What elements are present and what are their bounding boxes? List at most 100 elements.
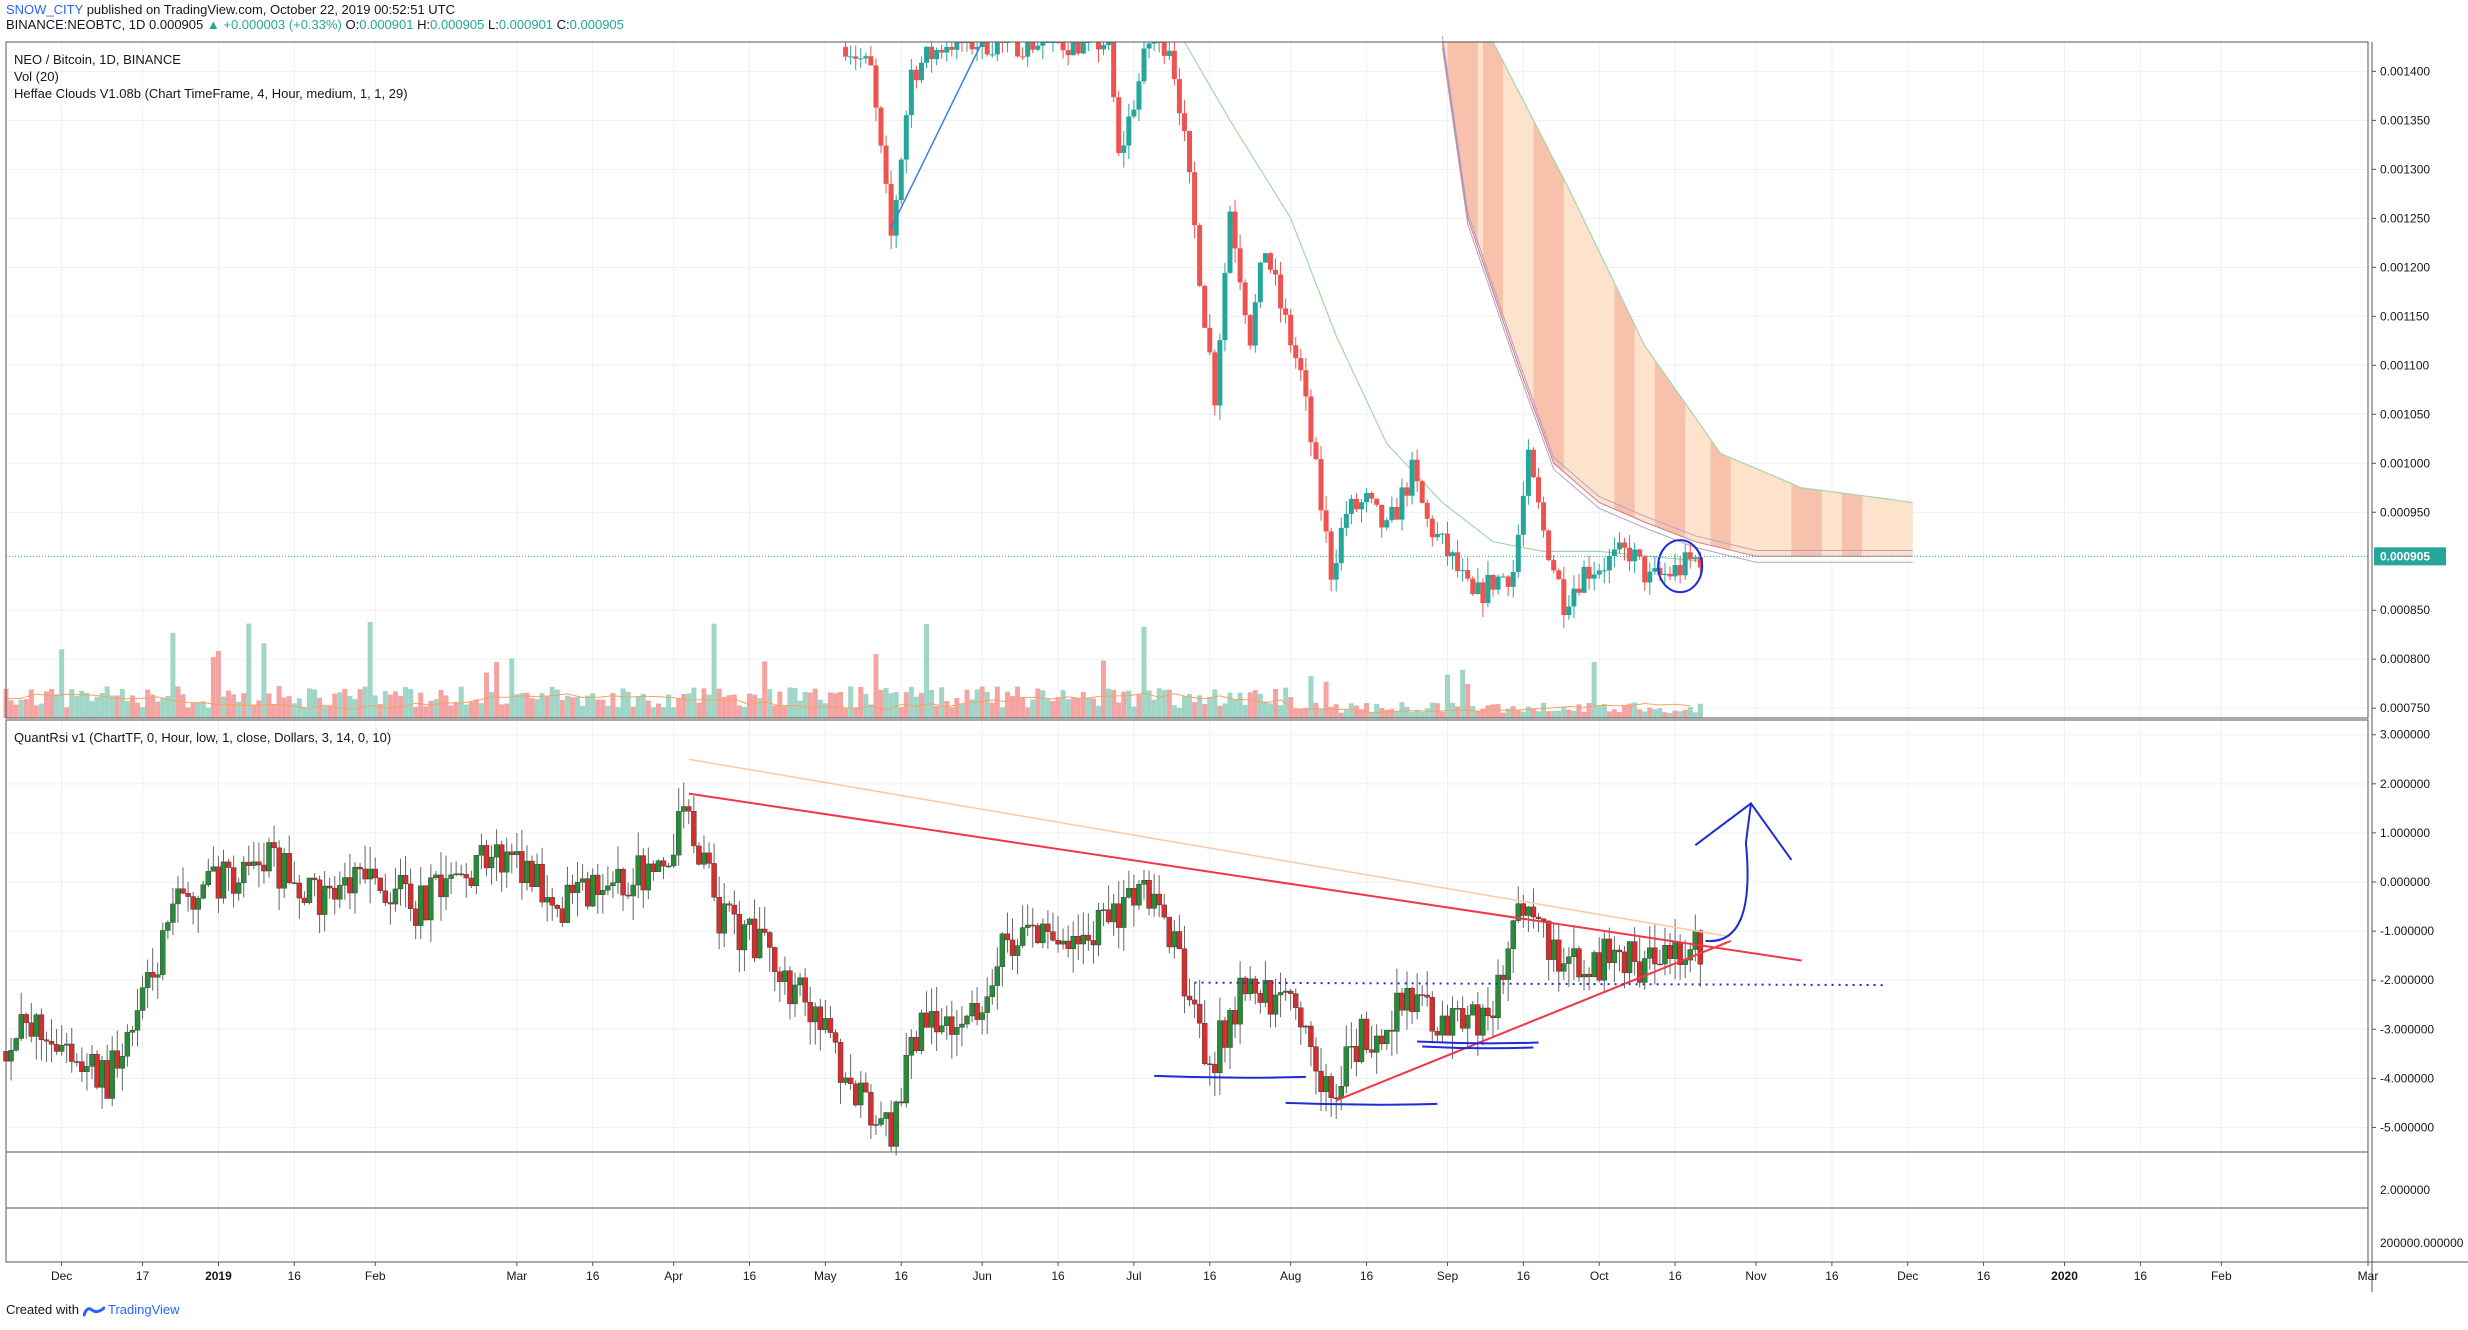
rsi-candle xyxy=(645,863,652,891)
volume-bar xyxy=(1591,661,1597,718)
rsi-candle xyxy=(605,885,611,891)
rsi-candle xyxy=(1277,992,1284,996)
volume-bar xyxy=(736,705,742,718)
volume-bar xyxy=(185,707,191,718)
price-candle xyxy=(848,56,854,58)
volume-bar xyxy=(787,687,793,718)
rsi-candle xyxy=(938,1025,945,1033)
price-candle xyxy=(1429,518,1435,538)
volume-bar xyxy=(114,695,120,718)
volume-bar xyxy=(1187,694,1193,718)
x-tick-label: 2020 xyxy=(2051,1269,2078,1283)
rsi-candle xyxy=(1303,1025,1309,1028)
rsi-candle xyxy=(696,845,702,865)
volume-bar xyxy=(468,701,474,718)
rsi-candle xyxy=(367,868,373,880)
volume-bar xyxy=(529,698,535,718)
volume-bar xyxy=(969,699,975,718)
rsi-candle xyxy=(225,861,232,868)
volume-bar xyxy=(160,698,166,718)
rsi-candle xyxy=(387,902,394,905)
volume-bar xyxy=(1682,709,1688,718)
rsi-candle xyxy=(1191,999,1198,1005)
volume-bar xyxy=(1622,704,1628,718)
rsi-candle xyxy=(1561,963,1567,972)
volume-bar xyxy=(863,693,869,718)
volume-bar xyxy=(195,702,201,718)
rsi-candle xyxy=(746,918,753,925)
tradingview-link[interactable]: TradingView xyxy=(108,1302,180,1317)
rsi-candle xyxy=(1631,941,1638,962)
rsi-candle xyxy=(524,860,530,884)
rsi-candle xyxy=(1227,1010,1233,1048)
price-candle xyxy=(1697,557,1703,568)
price-candle xyxy=(1384,520,1390,528)
rsi-candle xyxy=(1566,956,1572,964)
cloud-band xyxy=(1654,360,1686,538)
rsi-candle xyxy=(94,1053,100,1088)
sub1-tick-label: 2.000000 xyxy=(2380,1183,2430,1197)
rsi-candle xyxy=(69,1043,75,1062)
volume-bar xyxy=(1242,704,1248,718)
price-candle xyxy=(1434,533,1440,538)
volume-bar xyxy=(291,703,297,718)
price-candle xyxy=(1601,570,1607,572)
volume-bar xyxy=(175,686,181,718)
price-candle xyxy=(1015,42,1021,57)
rsi-candle xyxy=(1313,1046,1319,1072)
rsi-candle xyxy=(519,851,525,884)
rsi-tick-label: 2.000000 xyxy=(2380,777,2430,791)
volume-bar xyxy=(1389,709,1395,718)
x-tick-label: 16 xyxy=(1825,1269,1839,1283)
rsi-candle xyxy=(1065,940,1071,949)
rsi-candle xyxy=(1697,930,1704,965)
price-candle xyxy=(843,46,849,57)
volume-bar xyxy=(949,707,955,718)
volume-bar xyxy=(979,686,985,718)
rsi-candle xyxy=(498,844,505,873)
volume-bar xyxy=(413,706,419,718)
price-candle xyxy=(1647,571,1653,583)
rsi-candle xyxy=(210,866,217,872)
rsi-candle xyxy=(1019,927,1026,946)
volume-bar xyxy=(1338,712,1344,718)
x-tick-label: Feb xyxy=(2211,1269,2232,1283)
volume-bar xyxy=(1080,692,1086,718)
author-link[interactable]: SNOW_CITY xyxy=(6,2,84,17)
rsi-candle xyxy=(1060,940,1066,945)
rsi-candle xyxy=(1090,940,1097,946)
price-tick-label: 0.000950 xyxy=(2380,505,2430,519)
rsi-candle xyxy=(372,868,378,879)
volume-bar xyxy=(1515,710,1521,718)
volume-bar xyxy=(706,694,712,718)
volume-bar xyxy=(1010,695,1016,718)
volume-bar xyxy=(231,694,237,718)
rsi-candle xyxy=(751,918,758,959)
rsi-candle xyxy=(665,865,672,868)
rsi-candle xyxy=(711,863,717,898)
rsi-candle xyxy=(1257,992,1264,1003)
price-tick-label: 0.001050 xyxy=(2380,407,2430,421)
rsi-candle xyxy=(504,851,510,873)
volume-bar xyxy=(1490,704,1496,718)
rsi-candle xyxy=(357,866,363,870)
volume-bar xyxy=(155,701,161,718)
volume-bar xyxy=(554,689,560,718)
rsi-candle xyxy=(144,972,151,988)
price-candle xyxy=(1237,248,1243,283)
rsi-candle xyxy=(564,884,571,923)
rsi-candle xyxy=(918,1012,925,1052)
hand-low-3b xyxy=(1422,1045,1534,1050)
price-candle xyxy=(1242,282,1248,316)
price-candle xyxy=(1202,285,1208,328)
x-tick-label: Dec xyxy=(51,1269,72,1283)
price-candle xyxy=(1490,574,1496,590)
rsi-candle xyxy=(418,885,424,926)
price-candle xyxy=(1581,566,1587,593)
rsi-candle xyxy=(1202,1023,1208,1064)
volume-bar xyxy=(1020,697,1026,718)
volume-bar xyxy=(43,691,49,718)
rsi-candle xyxy=(1237,977,1243,1025)
volume-bar xyxy=(838,691,844,718)
